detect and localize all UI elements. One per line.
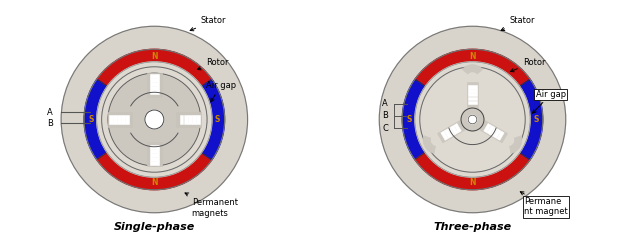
Text: S: S	[88, 115, 94, 124]
Text: S: S	[533, 115, 539, 124]
Polygon shape	[487, 125, 495, 135]
Circle shape	[402, 49, 543, 190]
Polygon shape	[468, 97, 477, 100]
Wedge shape	[402, 79, 425, 160]
Circle shape	[84, 49, 225, 190]
Wedge shape	[462, 65, 483, 74]
Text: S: S	[406, 115, 412, 124]
Polygon shape	[444, 129, 452, 138]
Polygon shape	[125, 115, 129, 124]
Circle shape	[420, 67, 525, 172]
Polygon shape	[113, 115, 117, 124]
Text: S: S	[215, 115, 220, 124]
Text: N: N	[151, 178, 158, 187]
Polygon shape	[441, 131, 448, 140]
Polygon shape	[147, 73, 161, 97]
Text: N: N	[469, 52, 476, 61]
Polygon shape	[497, 131, 504, 140]
Polygon shape	[150, 149, 159, 153]
Circle shape	[145, 110, 164, 129]
Text: Rotor: Rotor	[510, 58, 545, 72]
Polygon shape	[150, 161, 159, 165]
Text: N: N	[469, 178, 476, 187]
Circle shape	[101, 67, 207, 172]
Polygon shape	[108, 112, 132, 127]
Circle shape	[108, 73, 201, 166]
Polygon shape	[192, 115, 196, 124]
Polygon shape	[176, 112, 201, 127]
Text: N: N	[151, 52, 158, 61]
Polygon shape	[121, 115, 125, 124]
Polygon shape	[108, 115, 113, 124]
Text: Permanent
magnets: Permanent magnets	[185, 193, 238, 218]
Wedge shape	[97, 62, 212, 177]
Polygon shape	[468, 101, 477, 104]
Text: Stator: Stator	[190, 16, 226, 31]
Wedge shape	[97, 49, 212, 87]
Polygon shape	[450, 125, 458, 135]
Text: Stator: Stator	[501, 16, 536, 31]
Polygon shape	[150, 157, 159, 161]
Polygon shape	[468, 89, 477, 93]
Polygon shape	[468, 85, 477, 89]
Polygon shape	[188, 115, 192, 124]
Polygon shape	[484, 124, 491, 133]
Polygon shape	[454, 124, 461, 133]
Polygon shape	[437, 121, 465, 143]
Polygon shape	[490, 127, 498, 136]
Polygon shape	[147, 142, 161, 166]
Polygon shape	[467, 82, 478, 108]
Wedge shape	[415, 62, 530, 177]
Circle shape	[61, 26, 248, 213]
Text: Permane
nt magnet: Permane nt magnet	[520, 192, 568, 216]
Wedge shape	[510, 136, 522, 153]
Polygon shape	[184, 115, 188, 124]
Text: Air gap: Air gap	[532, 90, 566, 113]
Text: B: B	[382, 111, 388, 120]
Wedge shape	[520, 79, 543, 160]
Polygon shape	[196, 115, 200, 124]
Circle shape	[379, 26, 566, 213]
Text: Rotor: Rotor	[197, 58, 229, 70]
Polygon shape	[447, 127, 455, 136]
Wedge shape	[84, 79, 107, 160]
Polygon shape	[480, 121, 508, 143]
Wedge shape	[415, 152, 530, 190]
Polygon shape	[468, 93, 477, 97]
Polygon shape	[150, 78, 159, 82]
Wedge shape	[423, 136, 435, 153]
Polygon shape	[150, 153, 159, 157]
Circle shape	[468, 115, 477, 124]
Polygon shape	[150, 82, 159, 86]
Circle shape	[461, 108, 484, 131]
Wedge shape	[97, 152, 212, 190]
Wedge shape	[202, 79, 225, 160]
Text: Single-phase: Single-phase	[114, 222, 195, 232]
Polygon shape	[150, 86, 159, 90]
Wedge shape	[415, 49, 530, 87]
Polygon shape	[117, 115, 121, 124]
Polygon shape	[180, 115, 183, 124]
Polygon shape	[493, 129, 501, 138]
Polygon shape	[150, 145, 159, 149]
Text: C: C	[382, 124, 388, 133]
Text: A: A	[47, 108, 52, 117]
Text: A: A	[382, 99, 388, 108]
Text: B: B	[47, 119, 52, 128]
Text: Three-phase: Three-phase	[433, 222, 512, 232]
Text: Air gap: Air gap	[206, 81, 236, 102]
Polygon shape	[150, 90, 159, 94]
Polygon shape	[150, 74, 159, 78]
